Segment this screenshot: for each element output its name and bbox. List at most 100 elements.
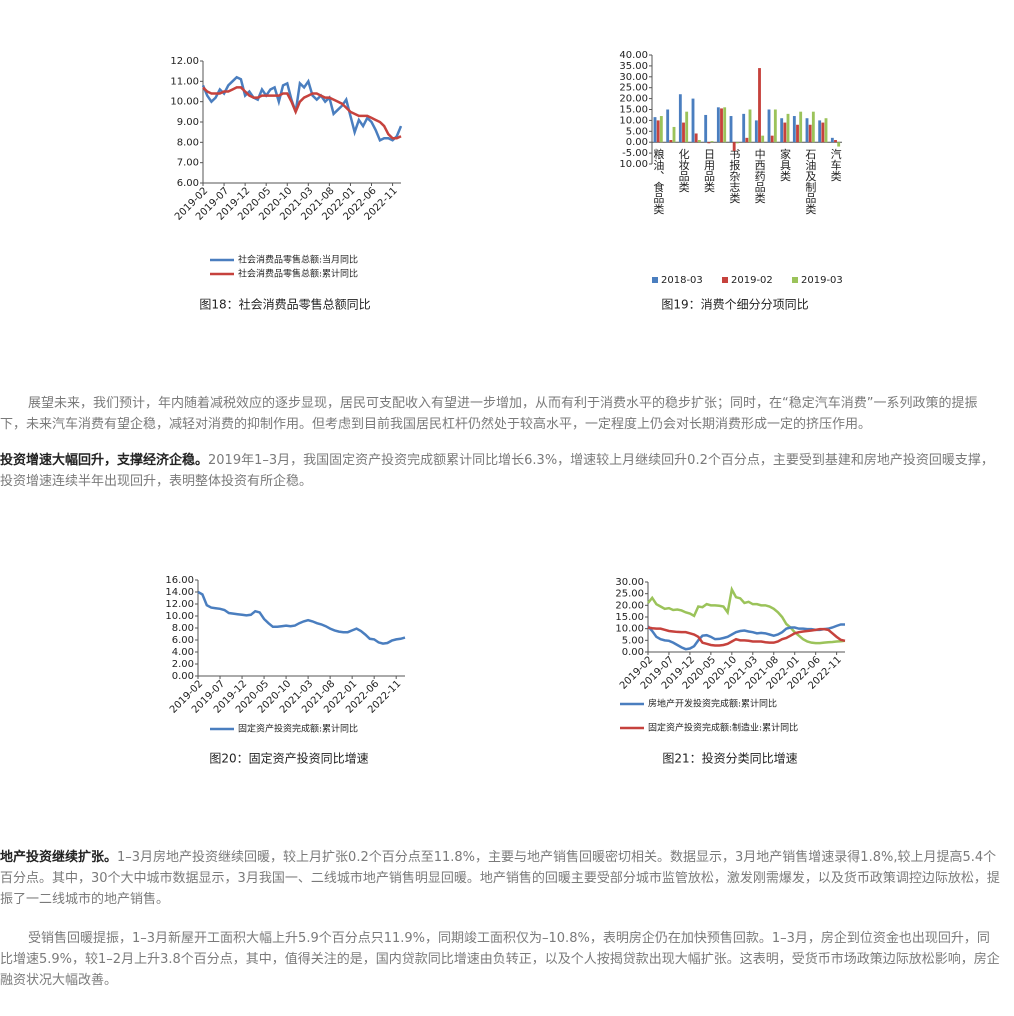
y-tick-label: -5.00 bbox=[622, 148, 648, 159]
legend-swatch bbox=[722, 277, 728, 283]
y-tick-label: 12.00 bbox=[165, 599, 194, 610]
bar bbox=[796, 124, 799, 143]
legend-swatch bbox=[792, 277, 798, 283]
y-tick-label: 10.00 bbox=[619, 115, 648, 126]
text: 1–3月房地产投资继续回暖，较上月扩张0.2个百分点至11.8%，主要与地产销售… bbox=[0, 850, 1000, 907]
y-tick-label: 8.00 bbox=[172, 623, 194, 634]
lead: 地产投资继续扩张。 bbox=[0, 850, 118, 865]
y-tick-label: 9.00 bbox=[177, 117, 199, 128]
y-tick-label: 15.00 bbox=[619, 105, 648, 116]
bar bbox=[818, 120, 822, 143]
y-tick-label: 20.00 bbox=[619, 94, 648, 105]
legend-label: 2018-03 bbox=[661, 275, 703, 286]
bar bbox=[720, 108, 723, 143]
caption: 图20：固定资产投资同比增速 bbox=[209, 751, 368, 766]
bar bbox=[824, 118, 828, 143]
bar bbox=[729, 116, 733, 143]
bar bbox=[694, 133, 698, 143]
text: 受销售回暖提振，1–3月新屋开工面积大幅上升5.9个百分点只11.9%，同期竣工… bbox=[0, 931, 1000, 988]
y-tick-label: 11.00 bbox=[170, 76, 199, 87]
caption: 图18：社会消费品零售总额同比 bbox=[199, 297, 370, 312]
y-tick-label: 10.00 bbox=[165, 611, 194, 622]
bar bbox=[682, 122, 685, 143]
x-tick-label: 化妆品类 bbox=[677, 147, 690, 193]
bar bbox=[754, 120, 758, 143]
bar bbox=[834, 140, 837, 143]
bar bbox=[732, 142, 736, 151]
bar bbox=[780, 118, 784, 143]
bar bbox=[792, 116, 796, 143]
bar bbox=[770, 135, 774, 143]
line bbox=[647, 626, 846, 647]
bar bbox=[761, 135, 765, 143]
y-tick-label: 16.00 bbox=[165, 575, 194, 586]
bar bbox=[821, 122, 825, 143]
bar bbox=[716, 107, 720, 143]
y-tick-label: 14.00 bbox=[165, 587, 194, 598]
bar bbox=[805, 118, 809, 143]
text: 2019年1–3月，我国固定资产投资完成额累计同比增长6.3%，增速较上月继续回… bbox=[0, 453, 994, 489]
legend-label: 2019-03 bbox=[801, 275, 843, 286]
y-tick-label: 25.00 bbox=[619, 83, 648, 94]
bar bbox=[783, 122, 787, 143]
line bbox=[647, 585, 846, 645]
y-tick-label: 20.00 bbox=[615, 600, 644, 611]
y-tick-label: 8.00 bbox=[177, 137, 199, 148]
lead: 投资增速大幅回升，支撑经济企稳。 bbox=[0, 453, 209, 468]
line bbox=[197, 590, 406, 645]
y-tick-label: 15.00 bbox=[615, 612, 644, 623]
bar bbox=[685, 111, 689, 143]
bar bbox=[837, 142, 841, 147]
y-tick-label: 5.00 bbox=[622, 635, 644, 646]
bar bbox=[697, 140, 701, 143]
bar bbox=[767, 109, 771, 143]
y-tick-label: 4.00 bbox=[172, 647, 194, 658]
paragraph: 投资增速大幅回升，支撑经济企稳。2019年1–3月，我国固定资产投资完成额累计同… bbox=[0, 450, 1000, 492]
y-tick-label: 12.00 bbox=[170, 56, 199, 67]
legend-label: 社会消费品零售总额:当月同比 bbox=[238, 254, 358, 266]
bar bbox=[773, 109, 777, 143]
bar bbox=[672, 126, 676, 143]
bar bbox=[745, 137, 749, 143]
bar bbox=[656, 120, 660, 143]
line bbox=[201, 75, 403, 143]
y-tick-label: 0.00 bbox=[626, 137, 648, 148]
bar bbox=[811, 111, 815, 143]
bar bbox=[653, 117, 657, 143]
y-tick-label: 40.00 bbox=[619, 50, 648, 61]
legend-label: 2019-02 bbox=[731, 275, 773, 286]
x-tick-label: 石油及制品类 bbox=[804, 148, 817, 215]
y-tick-label: 6.00 bbox=[172, 635, 194, 646]
bar bbox=[704, 114, 708, 143]
legend-label: 固定资产投资完成额:累计同比 bbox=[238, 723, 358, 735]
x-tick-label: 日用品类 bbox=[703, 148, 716, 193]
y-tick-label: 10.00 bbox=[619, 159, 648, 170]
line bbox=[202, 86, 402, 140]
bar bbox=[742, 113, 746, 143]
paragraph: 地产投资继续扩张。1–3月房地产投资继续回暖，较上月扩张0.2个百分点至11.8… bbox=[0, 847, 1000, 910]
bar bbox=[830, 137, 834, 143]
bar bbox=[678, 94, 682, 143]
y-tick-label: 30.00 bbox=[619, 72, 648, 83]
bar bbox=[723, 107, 727, 143]
text: 展望未来，我们预计，年内随着减税效应的逐步显现，居民可支配收入有望进一步增加，从… bbox=[0, 396, 978, 432]
y-tick-label: 5.00 bbox=[626, 126, 648, 137]
bar bbox=[669, 140, 673, 143]
y-tick-label: 10.00 bbox=[170, 97, 199, 108]
y-tick-label: 35.00 bbox=[619, 61, 648, 72]
y-tick-label: 25.00 bbox=[615, 589, 644, 600]
y-tick-label: 6.00 bbox=[177, 178, 199, 189]
bar bbox=[786, 113, 790, 143]
line bbox=[647, 623, 845, 651]
x-tick-label: 家具类 bbox=[779, 147, 792, 182]
y-tick-label: 30.00 bbox=[615, 577, 644, 588]
bar bbox=[691, 98, 695, 143]
caption: 图19：消费个细分分项同比 bbox=[661, 298, 808, 312]
legend-label: 房地产开发投资完成额:累计同比 bbox=[648, 698, 777, 710]
y-tick-label: 7.00 bbox=[177, 158, 199, 169]
bar bbox=[666, 109, 670, 143]
x-tick-label: 中西药品类 bbox=[753, 148, 766, 204]
paragraph: 受销售回暖提振，1–3月新屋开工面积大幅上升5.9个百分点只11.9%，同期竣工… bbox=[0, 928, 1000, 991]
